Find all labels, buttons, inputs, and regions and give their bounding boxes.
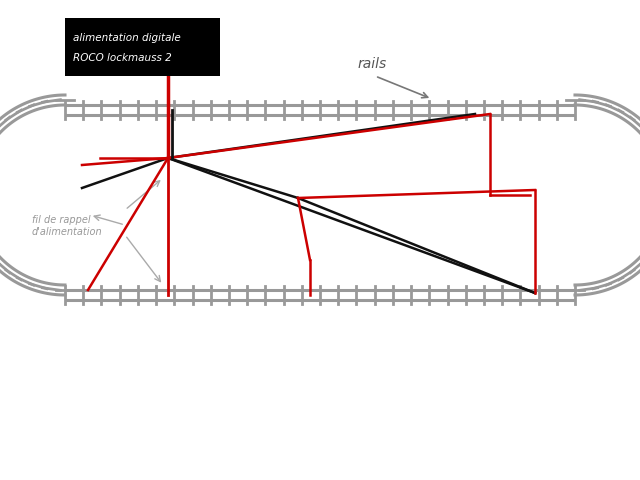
Text: rails: rails <box>358 57 387 71</box>
Text: alimentation digitale: alimentation digitale <box>73 33 180 43</box>
FancyBboxPatch shape <box>65 18 220 76</box>
FancyBboxPatch shape <box>0 0 640 406</box>
FancyBboxPatch shape <box>0 15 640 390</box>
Text: ROCO lockmauss 2: ROCO lockmauss 2 <box>73 53 172 63</box>
Text: fil de rappel
d'alimentation: fil de rappel d'alimentation <box>32 215 102 237</box>
